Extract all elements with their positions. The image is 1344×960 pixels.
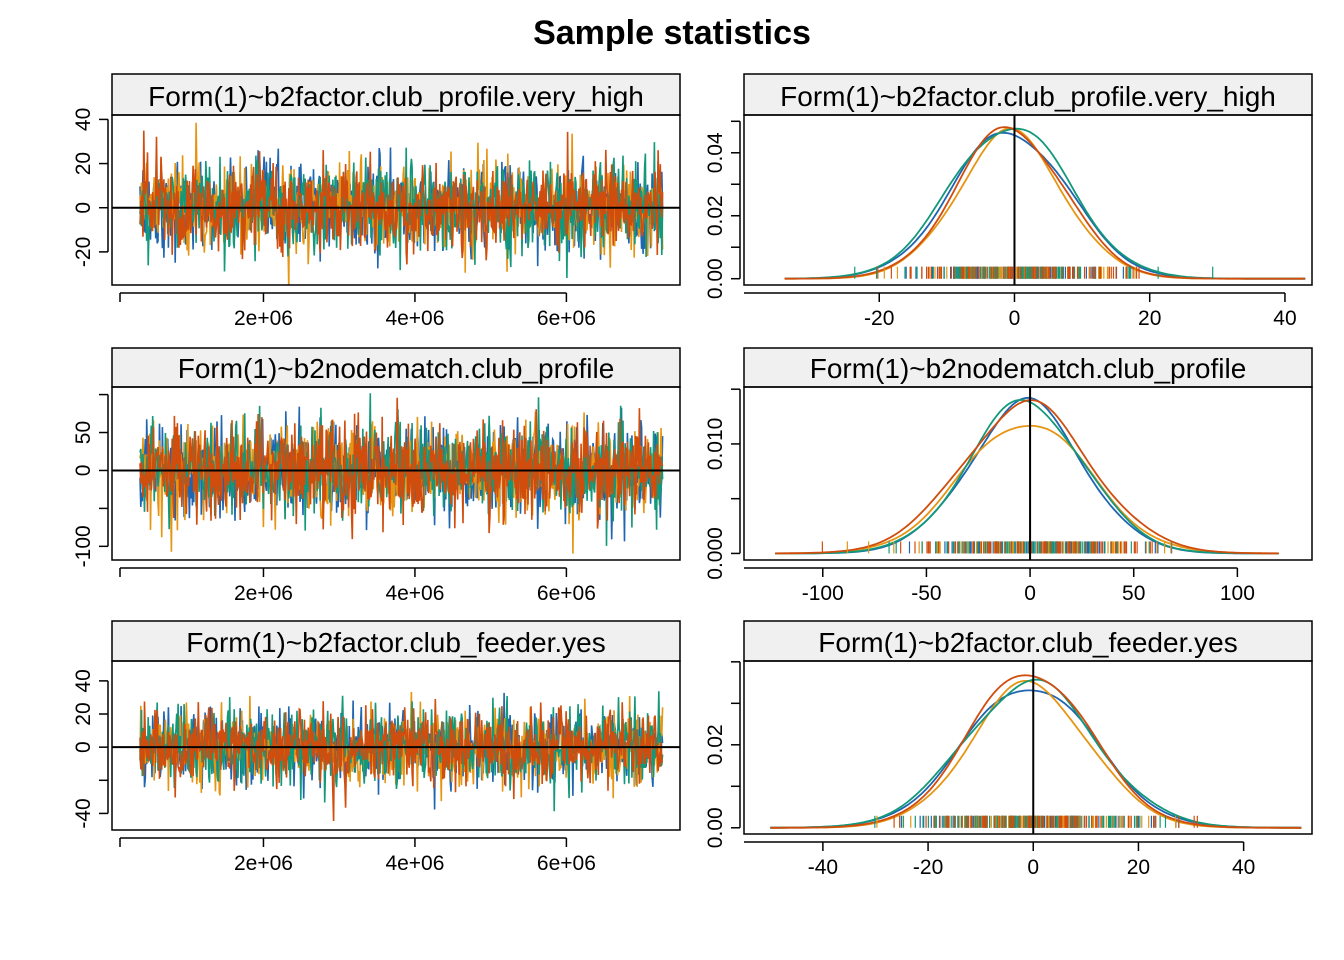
y-axis: -100 0 50 — [72, 393, 109, 567]
x-tick-label: 4e+06 — [385, 307, 444, 330]
plot-area — [770, 661, 1302, 834]
panel-strip-label: Form(1)~b2factor.club_feeder.yes — [186, 627, 605, 658]
panel-frame — [111, 114, 681, 286]
x-tick-label: 0 — [1027, 856, 1039, 879]
panel-frame — [111, 660, 681, 831]
y-tick-label: 0.010 — [704, 418, 727, 471]
panel-strip-label: Form(1)~b2factor.club_profile.very_high — [148, 81, 644, 112]
plot-area — [775, 387, 1279, 560]
x-tick-label: 2e+06 — [234, 307, 293, 330]
y-tick-label: 0.000 — [704, 527, 727, 580]
panel-trace-club-feeder-yes: Form(1)~b2factor.club_feeder.yes 2e+06 4e+… — [72, 620, 681, 875]
y-tick-label: 0.02 — [704, 724, 727, 765]
plot-area — [112, 393, 680, 554]
x-axis: -40 -20 0 20 40 — [744, 841, 1255, 879]
x-tick-label: 4e+06 — [385, 582, 444, 605]
x-tick-label: -100 — [802, 582, 844, 605]
density-curve-3 — [784, 127, 1306, 280]
x-tick-label: 6e+06 — [537, 307, 596, 330]
panel-frame — [743, 114, 1313, 286]
y-tick-label: 20 — [72, 152, 95, 175]
density-curve-1 — [770, 689, 1302, 829]
panel-strip-label: Form(1)~b2nodematch.club_profile — [178, 353, 615, 384]
x-axis: 2e+06 4e+06 6e+06 — [119, 292, 596, 330]
y-tick-label: 0.02 — [704, 195, 727, 236]
x-axis: 2e+06 4e+06 6e+06 — [119, 567, 596, 605]
plot-area — [784, 115, 1306, 285]
x-tick-label: 4e+06 — [385, 852, 444, 875]
panel-strip-label: Form(1)~b2factor.club_profile.very_high — [780, 81, 1276, 112]
x-tick-label: 50 — [1122, 582, 1145, 605]
x-tick-label: 40 — [1273, 307, 1296, 330]
rug-marks — [821, 541, 1173, 554]
y-axis: 0.00 0.02 — [704, 661, 741, 848]
trace-line-4 — [139, 130, 664, 265]
x-tick-label: 0 — [1009, 307, 1021, 330]
y-tick-label: -100 — [72, 525, 95, 567]
x-tick-label: 0 — [1024, 582, 1036, 605]
density-curve-4 — [770, 674, 1302, 829]
rug-marks — [854, 266, 1214, 279]
density-curve-4 — [775, 399, 1279, 555]
panel-strip — [743, 73, 1313, 116]
y-tick-label: -20 — [72, 237, 95, 267]
panel-strip — [111, 347, 681, 388]
x-axis: -20 0 20 40 — [744, 292, 1297, 330]
y-tick-label: 40 — [72, 669, 95, 692]
x-tick-label: 20 — [1138, 307, 1161, 330]
panel-density-nodematch-club-profile: Form(1)~b2nodematch.club_profile -100 -50 0… — [704, 347, 1313, 605]
rug-marks — [874, 815, 1198, 828]
panel-strip-label: Form(1)~b2factor.club_feeder.yes — [818, 627, 1237, 658]
y-tick-label: 0 — [72, 465, 95, 477]
x-tick-label: 6e+06 — [537, 852, 596, 875]
y-axis: 0.00 0.02 0.04 — [704, 120, 741, 299]
y-tick-label: 0.00 — [704, 807, 727, 848]
x-tick-label: -20 — [864, 307, 894, 330]
panel-density-club-profile-very-high: Form(1)~b2factor.club_profile.very_high -… — [704, 73, 1313, 330]
density-curve-1 — [775, 396, 1279, 555]
x-axis: -100 -50 0 50 100 — [744, 567, 1255, 605]
density-curve-2 — [770, 680, 1302, 829]
y-tick-label: 0 — [72, 741, 95, 753]
density-curve-4 — [784, 126, 1306, 280]
y-tick-label: 0.00 — [704, 258, 727, 299]
density-curve-2 — [784, 127, 1306, 280]
y-tick-label: 0 — [72, 202, 95, 214]
y-tick-label: 50 — [72, 421, 95, 444]
x-axis: 2e+06 4e+06 6e+06 — [119, 837, 596, 875]
x-tick-label: 100 — [1220, 582, 1255, 605]
density-curve-2 — [775, 424, 1279, 555]
panel-trace-club-profile-very-high: Form(1)~b2factor.club_profile.very_high 2… — [72, 73, 681, 330]
density-curve-1 — [784, 131, 1306, 280]
panel-frame — [111, 386, 681, 561]
x-tick-label: -40 — [808, 856, 838, 879]
panel-frame — [743, 660, 1313, 835]
panel-frame — [743, 386, 1313, 561]
x-tick-label: -50 — [911, 582, 941, 605]
y-tick-label: 20 — [72, 702, 95, 725]
panel-density-club-feeder-yes: Form(1)~b2factor.club_feeder.yes -40 -20 0 2… — [704, 620, 1313, 879]
x-tick-label: 2e+06 — [234, 582, 293, 605]
y-axis: -20 0 20 40 — [72, 108, 109, 267]
y-tick-label: -40 — [72, 798, 95, 828]
panel-trace-nodematch-club-profile: Form(1)~b2nodematch.club_profile 2e+06 4e+… — [72, 347, 681, 605]
x-tick-label: 2e+06 — [234, 852, 293, 875]
density-curve-3 — [770, 678, 1302, 829]
plot-area — [112, 691, 680, 822]
y-tick-label: 40 — [72, 108, 95, 131]
panel-strip-label: Form(1)~b2nodematch.club_profile — [810, 353, 1247, 384]
panel-strip — [111, 73, 681, 116]
density-curve-3 — [775, 398, 1279, 555]
x-tick-label: 20 — [1127, 856, 1150, 879]
y-tick-label: 0.04 — [704, 132, 727, 173]
x-tick-label: -20 — [913, 856, 943, 879]
y-axis: 0.000 0.010 — [704, 388, 741, 580]
x-tick-label: 40 — [1232, 856, 1255, 879]
plot-area — [112, 122, 680, 285]
y-axis: -40 0 20 40 — [72, 669, 109, 829]
figure-title: Sample statistics — [533, 14, 811, 52]
x-tick-label: 6e+06 — [537, 582, 596, 605]
